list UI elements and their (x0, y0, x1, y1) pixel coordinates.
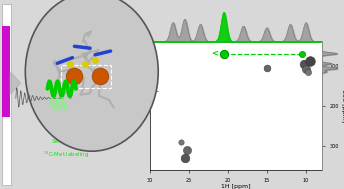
Point (264, 66, 270, 69)
Y-axis label: 13C [ppm]: 13C [ppm] (342, 89, 344, 122)
Polygon shape (10, 72, 21, 94)
Point (307, 59, 313, 62)
Point (184, 149, 190, 152)
FancyBboxPatch shape (2, 4, 11, 185)
Point (182, 156, 187, 160)
Point (302, 62, 307, 65)
FancyBboxPatch shape (2, 26, 10, 117)
Point (178, 140, 184, 143)
Point (299, 52, 305, 55)
Text: Selective: Selective (52, 139, 81, 144)
Text: <: < (211, 49, 218, 58)
Point (305, 70, 310, 73)
Point (221, 52, 227, 55)
Circle shape (25, 0, 158, 151)
X-axis label: 1H [ppm]: 1H [ppm] (221, 184, 250, 189)
Bar (61, 65, 111, 88)
Point (303, 67, 309, 70)
Text: $^{13}$C-Met labeling: $^{13}$C-Met labeling (43, 150, 89, 160)
